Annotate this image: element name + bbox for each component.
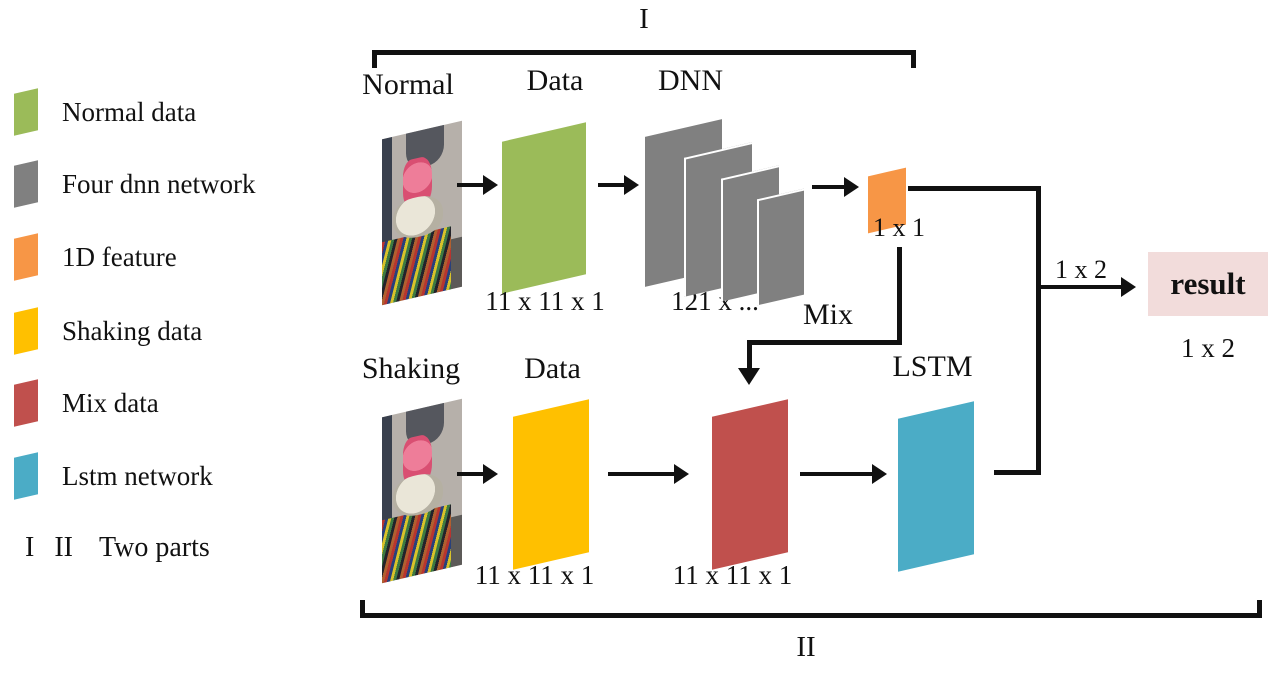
shaking-data-swatch (14, 307, 38, 355)
mix-connector-vertical (897, 247, 902, 345)
normal-data-swatch (14, 88, 38, 136)
connector-lstm-to-merge (994, 470, 1041, 475)
dnn-label: DNN (658, 64, 723, 97)
dnn-network-swatch (14, 160, 38, 208)
result-dimension: 1 x 2 (1181, 333, 1235, 363)
legend-item-normal-data: Normal data (14, 88, 196, 136)
arrow-shaking-to-mix-icon (608, 464, 689, 484)
legend-item-label: 1D feature (62, 241, 177, 272)
part-one-numeral: I (25, 532, 35, 563)
arrow-data-to-dnn-icon (598, 175, 639, 195)
legend-item-label: Normal data (62, 96, 197, 127)
1d-feature-swatch (14, 233, 38, 281)
shaking-data-label: Data (524, 352, 581, 385)
legend-item-label: Mix data (62, 387, 159, 418)
legend-item-label: Four dnn network (62, 168, 256, 199)
shaking-data-dimension: 11 x 11 x 1 (474, 560, 595, 590)
part-one-bracket-label: I (639, 3, 649, 35)
mix-arrow-shaft (747, 340, 752, 370)
mix-arrow-head-icon (738, 368, 760, 385)
two-parts-label: Two parts (98, 532, 210, 563)
result-label: result (1170, 266, 1246, 301)
legend-two-parts: I II Two parts (25, 532, 210, 564)
connector-merge-vertical (1036, 186, 1041, 475)
photo-wires (382, 226, 451, 306)
part-two-bracket-label: II (796, 631, 816, 663)
normal-data-block (502, 122, 586, 294)
normal-data-dimension: 11 x 11 x 1 (485, 286, 605, 316)
part-one-bracket (372, 50, 916, 68)
legend-item-1d-feature: 1D feature (14, 233, 177, 281)
mix-data-block (712, 399, 788, 570)
result-box: result (1148, 252, 1268, 316)
feature-dimension: 1 x 1 (873, 213, 925, 242)
lstm-label: LSTM (892, 350, 973, 383)
shaking-data-block (513, 399, 589, 570)
normal-input-label: Normal (362, 68, 454, 101)
shaking-input-label: Shaking (361, 352, 461, 385)
input-photo-normal (382, 120, 462, 306)
arrow-merge-to-result-icon (1041, 277, 1136, 297)
part-two-numeral: II (54, 532, 73, 563)
legend-item-lstm-network: Lstm network (14, 452, 213, 500)
arrow-dnn-to-feature-icon (812, 177, 859, 197)
mix-data-swatch (14, 379, 38, 427)
mix-data-dimension: 11 x 11 x 1 (672, 560, 793, 590)
legend-item-mix-data: Mix data (14, 379, 159, 427)
lstm-network-swatch (14, 452, 38, 500)
input-photo-shaking (382, 398, 462, 584)
legend-item-label: Lstm network (62, 460, 213, 491)
normal-data-label: Data (526, 64, 584, 97)
mix-connector-horizontal (747, 340, 902, 345)
connector-feature-to-merge (908, 186, 1041, 191)
legend-item-label: Shaking data (62, 315, 203, 346)
part-two-bracket (360, 600, 1262, 618)
arrow-photo-to-normal-data-icon (457, 175, 498, 195)
arrow-photo-to-shaking-data-icon (457, 464, 498, 484)
dnn-layer-4 (757, 188, 804, 306)
photo-wires (382, 504, 451, 584)
merge-flow-dimension: 1 x 2 (1055, 255, 1107, 284)
arrow-mix-to-lstm-icon (800, 464, 887, 484)
legend-item-shaking-data: Shaking data (14, 307, 202, 355)
lstm-block (898, 401, 974, 572)
legend-item-dnn-network: Four dnn network (14, 160, 255, 208)
mix-label: Mix (802, 298, 853, 331)
